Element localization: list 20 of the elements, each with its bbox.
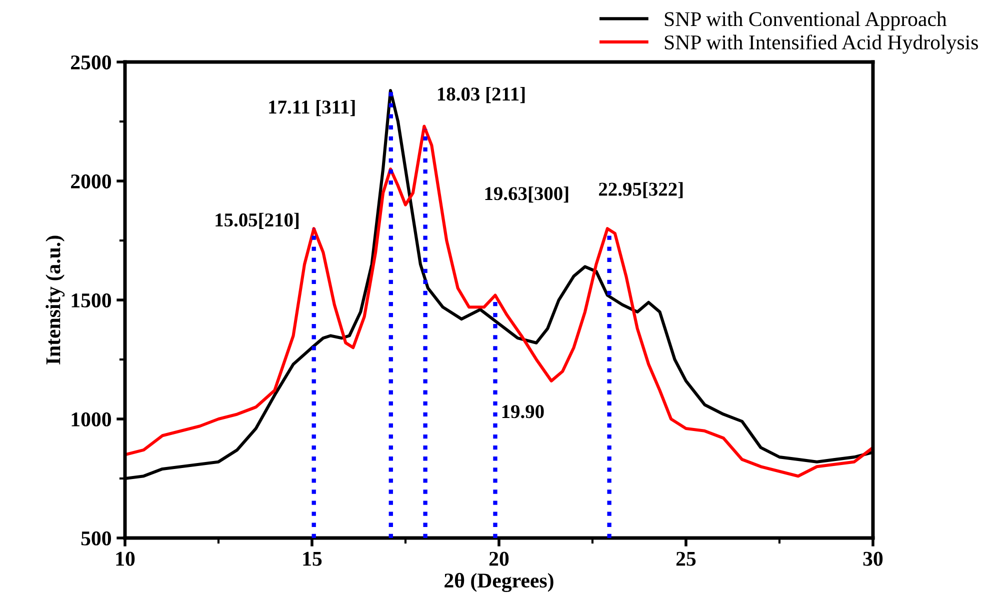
ref-line-label: 22.95[322] [599, 182, 683, 198]
x-tick-label: 10 [116, 552, 135, 566]
x-axis-title: 2θ (Degrees) [444, 572, 554, 592]
ref-line-label: 19.90 [502, 405, 544, 418]
annotation: 19.63[300] [485, 186, 568, 203]
ref-line-label: 17.11 [311] [269, 100, 355, 116]
y-tick-label: 1500 [72, 293, 112, 308]
y-axis-title: Intensity (a.u.) [46, 236, 65, 364]
y-tick-label: 1000 [72, 412, 112, 426]
legend-label: SNP with Intensified Acid Hydrolysis [664, 34, 978, 54]
y-tick-label: 500 [81, 531, 112, 546]
ref-line-label: 18.03 [211] [438, 86, 525, 104]
legend-label: SNP with Conventional Approach [664, 12, 947, 30]
x-tick-label: 30 [863, 552, 883, 566]
y-tick-label: 2500 [71, 55, 112, 70]
x-tick-label: 25 [676, 552, 696, 566]
ref-line-label: 15.05[210] [216, 212, 299, 229]
y-tick-label: 2000 [71, 174, 112, 188]
x-tick-label: 15 [303, 552, 322, 566]
x-tick-label: 20 [489, 552, 509, 566]
